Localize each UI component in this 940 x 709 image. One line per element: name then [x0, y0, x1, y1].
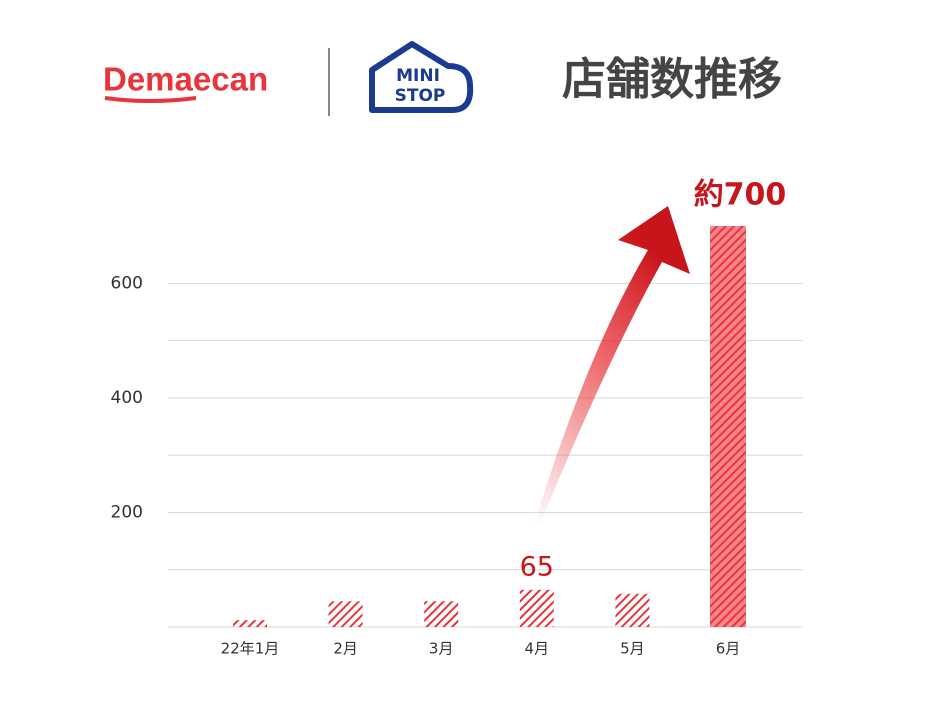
growth-arrow: [535, 206, 690, 524]
x-tick-label: 4月: [525, 640, 550, 658]
y-tick-label: 400: [111, 388, 143, 408]
x-tick-label: 6月: [716, 640, 741, 658]
y-tick-label: 200: [111, 502, 143, 522]
bar: [328, 601, 363, 627]
x-tick-label: 2月: [333, 640, 358, 658]
partner-logo-shape: [369, 41, 474, 113]
value-label: 約700: [694, 178, 787, 213]
value-label: 65: [520, 551, 554, 582]
bar: [233, 620, 267, 627]
bar: [424, 601, 459, 627]
bar: [519, 589, 554, 627]
x-tick-label: 5月: [620, 640, 645, 658]
brand-logo: Demaecan: [103, 61, 268, 98]
bar: [615, 593, 650, 627]
bar: [710, 226, 746, 628]
brand-swoosh: [104, 96, 197, 103]
x-tick-label: 3月: [429, 640, 454, 658]
partner-logo-text: MINI: [396, 66, 440, 86]
x-tick-label: 22年1月: [221, 640, 280, 658]
partner-logo-text: STOP: [395, 86, 446, 106]
y-tick-label: 600: [111, 273, 143, 293]
chart-title: 店舗数推移: [562, 54, 782, 105]
